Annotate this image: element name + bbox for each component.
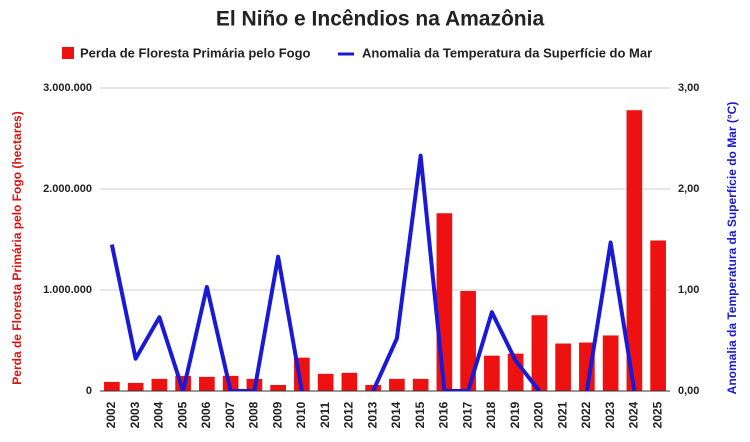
x-tick-label: 2007: [223, 401, 237, 428]
x-tick-label: 2003: [128, 401, 142, 428]
x-tick-label: 2019: [508, 401, 522, 428]
x-tick-label: 2016: [437, 401, 451, 428]
bar: [531, 315, 548, 391]
y2-tick-label: 3,00: [678, 82, 699, 94]
bar: [626, 110, 643, 391]
line: [109, 153, 637, 391]
x-tick-label: 2006: [199, 401, 213, 428]
y-tick-label: 2.000.000: [43, 183, 92, 195]
bar: [127, 382, 144, 391]
bar: [460, 291, 476, 391]
bar: [317, 373, 334, 391]
x-tick-label: 2023: [603, 401, 617, 428]
x-tick-label: 2020: [532, 401, 546, 428]
bar: [650, 240, 666, 391]
bar: [199, 376, 215, 391]
bar: [270, 384, 286, 391]
x-tick-label: 2021: [555, 401, 569, 428]
x-tick-label: 2005: [175, 401, 189, 428]
x-tick-label: 2008: [247, 401, 261, 428]
bar: [484, 355, 500, 391]
x-tick-label: 2013: [365, 401, 379, 428]
y-tick-label: 0: [86, 385, 92, 397]
x-tick-label: 2002: [104, 401, 118, 428]
legend-swatch: [62, 47, 74, 59]
x-tick-label: 2012: [342, 401, 356, 428]
x-tick-label: 2025: [650, 401, 664, 428]
bar: [151, 378, 168, 391]
chart-title: El Niño e Incêndios na Amazônia: [216, 8, 545, 31]
x-tick-label: 2010: [294, 401, 308, 428]
legend-label: Anomalia da Temperatura da Superfície do…: [362, 45, 652, 60]
bar: [104, 381, 120, 391]
legend-label: Perda de Floresta Primária pelo Fogo: [80, 45, 311, 60]
x-tick-label: 2004: [152, 401, 166, 428]
x-tick-label: 2022: [579, 401, 593, 428]
x-tick-label: 2011: [318, 402, 332, 428]
x-tick-label: 2024: [627, 401, 641, 428]
y-tick-label: 1.000.000: [43, 284, 92, 296]
x-tick-label: 2009: [270, 401, 284, 428]
y-axis-title: Perda de Floresta Primária pelo Fogo (he…: [10, 111, 24, 384]
y2-tick-label: 0,00: [678, 385, 699, 397]
y2-tick-label: 1,00: [678, 284, 699, 296]
x-tick-label: 2015: [413, 401, 427, 428]
bar: [602, 335, 619, 391]
bar: [436, 213, 453, 391]
x-tick-label: 2014: [389, 401, 403, 428]
x-tick-label: 2017: [460, 401, 474, 428]
bar: [389, 378, 405, 391]
bar: [341, 372, 358, 391]
bar: [555, 343, 571, 391]
y-tick-label: 3.000.000: [43, 82, 92, 94]
y2-tick-label: 2,00: [678, 183, 699, 195]
y2-axis-title: Anomalia da Temperatura da Superfície do…: [725, 102, 739, 395]
bar: [412, 378, 429, 391]
x-tick-label: 2018: [484, 401, 498, 428]
